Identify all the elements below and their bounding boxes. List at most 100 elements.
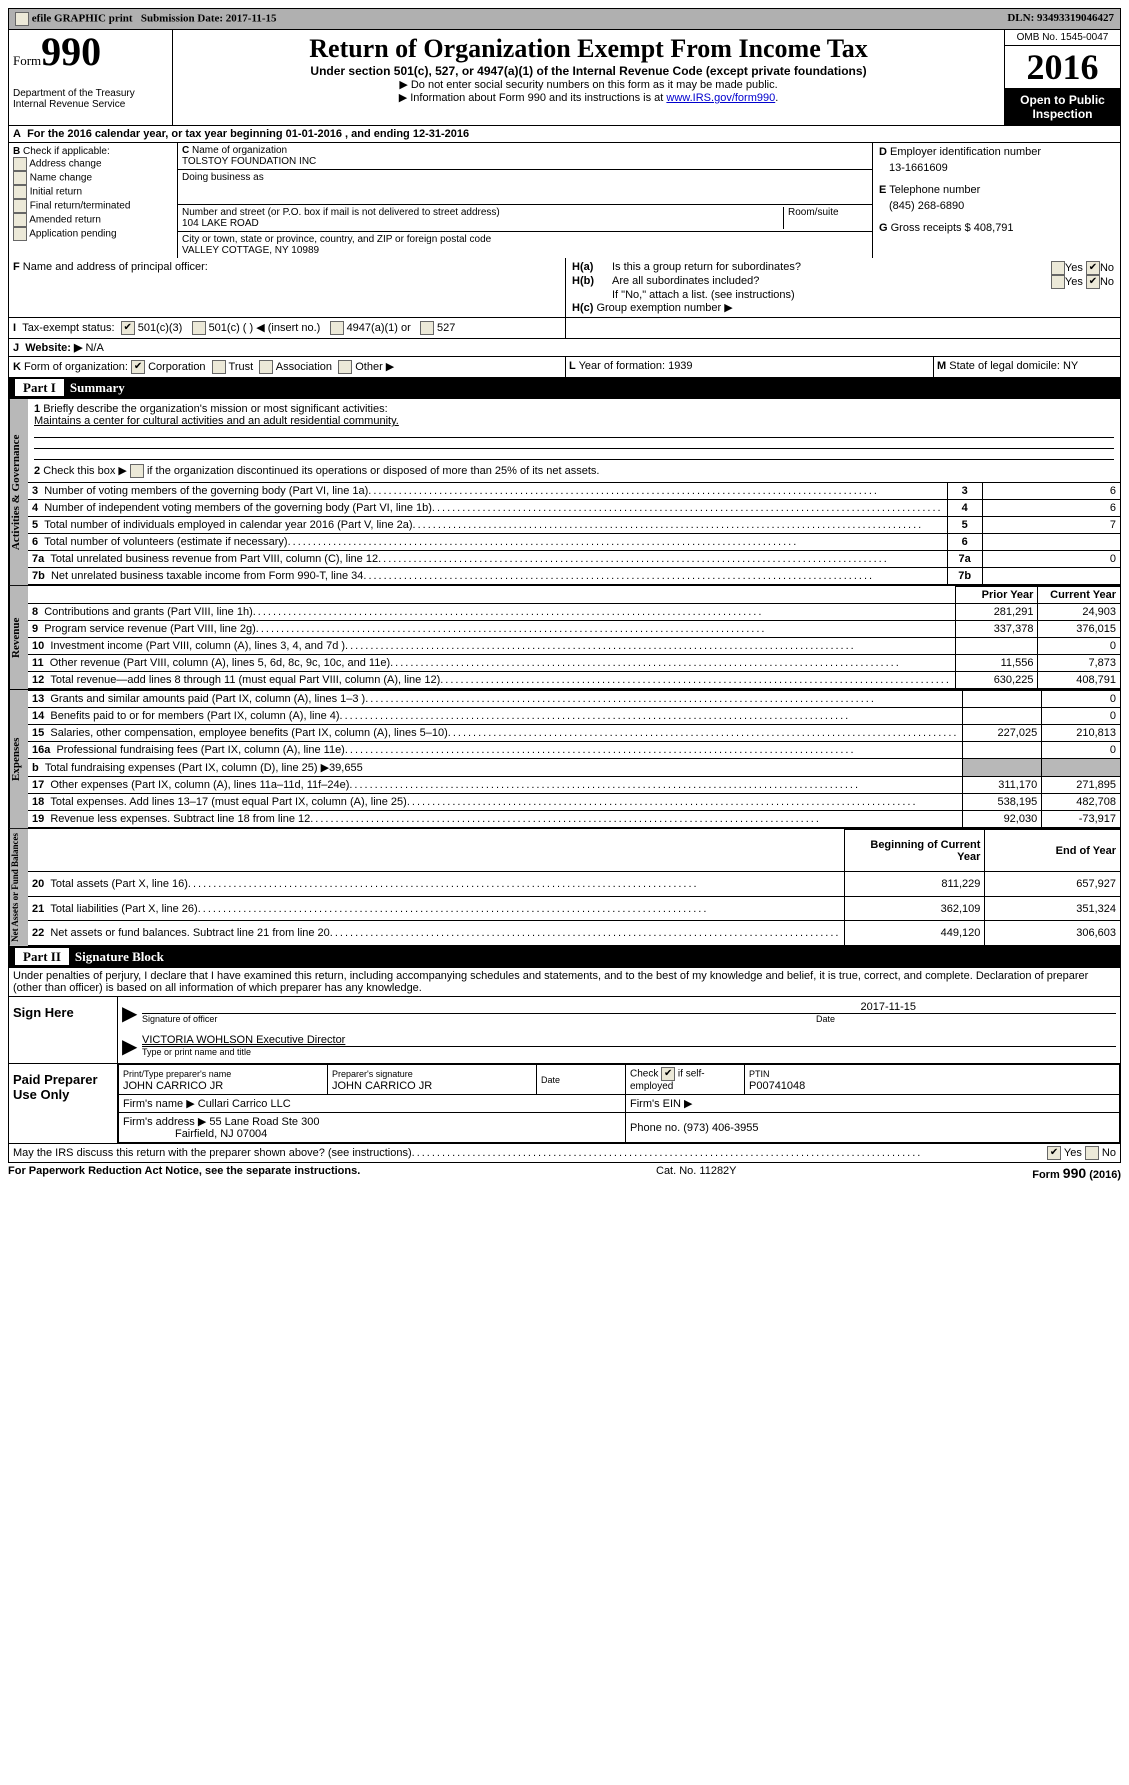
cb-trust[interactable] <box>212 360 226 374</box>
expenses-section: Expenses 13 Grants and similar amounts p… <box>8 690 1121 829</box>
discuss-no[interactable] <box>1085 1146 1099 1160</box>
revenue-section: Revenue Prior YearCurrent Year8 Contribu… <box>8 586 1121 690</box>
officer-label: Name and address of principal officer: <box>23 261 208 273</box>
section-a-period: A For the 2016 calendar year, or tax yea… <box>8 126 1121 143</box>
submission-date: Submission Date: 2017-11-15 <box>141 13 277 25</box>
officer-name: VICTORIA WOHLSON Executive Director <box>142 1034 345 1046</box>
firm-phone: Phone no. (973) 406-3955 <box>626 1113 1120 1143</box>
firm-address: 55 Lane Road Ste 300 <box>209 1116 319 1128</box>
h-c-text: Group exemption number ▶ <box>596 302 732 314</box>
h-b-text: Are all subordinates included? <box>612 275 1051 289</box>
year-formation: L Year of formation: 1939 <box>566 357 934 378</box>
preparer-sig: JOHN CARRICO JR <box>332 1080 432 1092</box>
gross-label: Gross receipts $ <box>891 222 971 234</box>
cb-501c3[interactable] <box>121 321 135 335</box>
hb-yes[interactable] <box>1051 275 1065 289</box>
perjury-text: Under penalties of perjury, I declare th… <box>8 968 1121 997</box>
form-header: Form990 Department of the Treasury Inter… <box>8 30 1121 126</box>
cb-discontinued[interactable] <box>130 464 144 478</box>
website-value: N/A <box>85 342 103 354</box>
efile-label: efile GRAPHIC print <box>32 13 133 25</box>
cb-assoc[interactable] <box>259 360 273 374</box>
ptin: P00741048 <box>749 1080 805 1092</box>
part-i-header: Part ISummary <box>8 378 1121 399</box>
mission-text: Maintains a center for cultural activiti… <box>34 415 399 427</box>
topbar: efile GRAPHIC print Submission Date: 201… <box>8 8 1121 30</box>
rev-sidebar: Revenue <box>9 586 28 689</box>
discuss-yes[interactable] <box>1047 1146 1061 1160</box>
phone-value: (845) 268-6890 <box>889 200 1114 212</box>
ein-value: 13-1661609 <box>889 162 1114 174</box>
cb-amended[interactable] <box>13 213 27 227</box>
form-title: Return of Organization Exempt From Incom… <box>177 34 1000 64</box>
form-number: Form990 <box>13 34 168 70</box>
preparer-name: JOHN CARRICO JR <box>123 1080 223 1092</box>
h-note: If "No," attach a list. (see instruction… <box>572 289 1114 301</box>
paid-preparer-block: Paid Preparer Use Only Print/Type prepar… <box>8 1064 1121 1144</box>
cb-corp[interactable] <box>131 360 145 374</box>
checkbox-label: Check if applicable: <box>23 146 110 157</box>
form-version: Form 990 (2016) <box>1032 1165 1121 1181</box>
tax-exempt-label: Tax-exempt status: <box>22 322 114 334</box>
irs-label: Internal Revenue Service <box>13 99 168 110</box>
prep-date: Date <box>537 1065 626 1095</box>
section-bcd: B Check if applicable: Address change Na… <box>8 143 1121 258</box>
cb-527[interactable] <box>420 321 434 335</box>
section-fh: F Name and address of principal officer:… <box>8 258 1121 318</box>
phone-label: Telephone number <box>889 184 980 196</box>
website-label: Website: ▶ <box>25 342 82 354</box>
ssn-warning: ▶ Do not enter social security numbers o… <box>177 78 1000 91</box>
ein-label: Employer identification number <box>890 146 1041 158</box>
state-domicile: M State of legal domicile: NY <box>934 357 1121 378</box>
form-org-label: Form of organization: <box>24 361 128 373</box>
dept-treasury: Department of the Treasury <box>13 88 168 99</box>
form-subtitle: Under section 501(c), 527, or 4947(a)(1)… <box>177 64 1000 78</box>
room-suite: Room/suite <box>783 207 868 229</box>
tax-year: 2016 <box>1005 46 1120 89</box>
omb-no: OMB No. 1545-0047 <box>1005 30 1120 46</box>
net-sidebar: Net Assets or Fund Balances <box>9 829 28 946</box>
gross-value: 408,791 <box>974 222 1014 234</box>
page-footer: For Paperwork Reduction Act Notice, see … <box>8 1163 1121 1181</box>
form-990-page: efile GRAPHIC print Submission Date: 201… <box>8 8 1121 1181</box>
paid-preparer-label: Paid Preparer Use Only <box>9 1064 118 1143</box>
firm-name: Cullari Carrico LLC <box>198 1098 291 1110</box>
cb-4947[interactable] <box>330 321 344 335</box>
org-name: TOLSTOY FOUNDATION INC <box>182 156 316 167</box>
dln: DLN: 93493319046427 <box>1007 12 1114 26</box>
cb-self-employed[interactable] <box>661 1067 675 1081</box>
cb-application-pending[interactable] <box>13 227 27 241</box>
sig-date-label: Date <box>816 1013 1116 1024</box>
governance-section: Activities & Governance 1 Briefly descri… <box>8 399 1121 586</box>
inspection: Inspection <box>1032 107 1092 121</box>
sig-date-value: 2017-11-15 <box>142 1001 1116 1013</box>
discuss-row: May the IRS discuss this return with the… <box>8 1144 1121 1163</box>
part-ii-header: Part IISignature Block <box>8 947 1121 968</box>
hb-no[interactable] <box>1086 275 1100 289</box>
street: 104 LAKE ROAD <box>182 218 259 229</box>
sig-officer-label: Signature of officer <box>142 1013 816 1024</box>
type-print-label: Type or print name and title <box>142 1046 1116 1057</box>
efile-checkbox[interactable] <box>15 12 29 26</box>
ha-yes[interactable] <box>1051 261 1065 275</box>
net-assets-section: Net Assets or Fund Balances Beginning of… <box>8 829 1121 947</box>
cb-address-change[interactable] <box>13 157 27 171</box>
info-line: ▶ Information about Form 990 and its ins… <box>177 91 1000 104</box>
paperwork-notice: For Paperwork Reduction Act Notice, see … <box>8 1165 360 1181</box>
irs-link[interactable]: www.IRS.gov/form990 <box>666 92 775 104</box>
gov-sidebar: Activities & Governance <box>9 399 28 585</box>
cb-name-change[interactable] <box>13 171 27 185</box>
sign-here-block: Sign Here ▶ 2017-11-15 Signature of offi… <box>8 997 1121 1064</box>
cat-no: Cat. No. 11282Y <box>656 1165 737 1181</box>
open-public: Open to Public <box>1020 93 1105 107</box>
exp-sidebar: Expenses <box>9 690 28 828</box>
cb-initial-return[interactable] <box>13 185 27 199</box>
ha-no[interactable] <box>1086 261 1100 275</box>
cb-501c[interactable] <box>192 321 206 335</box>
sign-here-label: Sign Here <box>9 997 118 1063</box>
cb-final-return[interactable] <box>13 199 27 213</box>
firm-ein: Firm's EIN ▶ <box>626 1095 1120 1113</box>
city-state-zip: VALLEY COTTAGE, NY 10989 <box>182 245 319 256</box>
cb-other[interactable] <box>338 360 352 374</box>
h-a-text: Is this a group return for subordinates? <box>612 261 1051 275</box>
